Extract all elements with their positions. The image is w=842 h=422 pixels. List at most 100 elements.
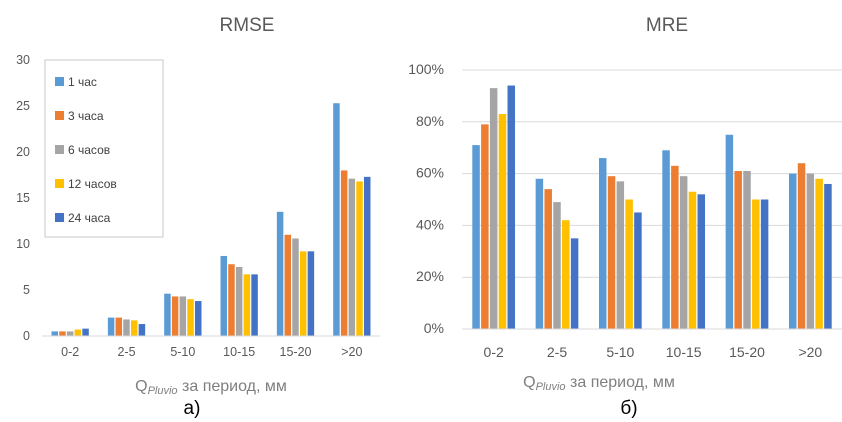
- bar-1-0: [51, 331, 59, 336]
- y-tick-label: 20: [16, 145, 30, 159]
- y-tick-label: 0%: [424, 320, 444, 336]
- x-axis-label: QPluvio за период, мм: [135, 378, 287, 397]
- bar-1-1: [535, 178, 544, 329]
- legend-swatch: [55, 77, 64, 86]
- bar-1-3: [220, 255, 228, 336]
- y-tick-label: 40%: [416, 216, 444, 232]
- y-tick-label: 60%: [416, 165, 444, 181]
- bar-4-1: [130, 320, 138, 336]
- panel-caption: а): [184, 398, 201, 419]
- bar-4-3: [243, 274, 251, 336]
- bar-1-5: [333, 103, 340, 337]
- x-tick-label: 15-20: [729, 344, 765, 360]
- bar-3-2: [616, 181, 625, 329]
- rmse-chart: RMSE 0 5 10 15 20 25 30 0-2 2-5 5-10 10-15 15-20 >2…: [16, 15, 380, 419]
- legend: 1 час 3 часа 6 часов 12 часов 24 часа: [44, 59, 164, 238]
- bar-3-4: [743, 171, 751, 329]
- bar-1-2: [164, 293, 171, 336]
- y-tick-label: 100%: [408, 61, 444, 77]
- x-tick-label: 5-10: [170, 345, 195, 359]
- mre-chart: MRE 0% 20% 40% 60% 80% 100% 0-2 2-5 5-10 10-15 15…: [408, 15, 842, 419]
- bar-3-3: [235, 267, 243, 336]
- bar-3-5: [806, 173, 815, 329]
- bar-4-4: [299, 251, 307, 336]
- bar-5-1: [138, 324, 146, 336]
- x-tick-label: 2-5: [117, 345, 135, 359]
- bar-5-5: [824, 183, 832, 329]
- legend-label: 3 часа: [68, 109, 104, 123]
- bar-1-0: [472, 145, 480, 329]
- chart-title: RMSE: [220, 15, 275, 36]
- y-tick-label: 20%: [416, 268, 444, 284]
- bar-5-5: [363, 176, 371, 336]
- bar-2-0: [481, 124, 489, 329]
- bar-2-1: [544, 189, 552, 329]
- bar-1-4: [725, 134, 734, 329]
- bar-4-0: [498, 114, 507, 329]
- bar-4-4: [752, 199, 760, 329]
- x-tick-label: 2-5: [547, 344, 567, 360]
- bar-2-0: [59, 331, 66, 336]
- bar-2-1: [115, 317, 123, 336]
- bar-5-4: [760, 199, 769, 329]
- legend-label: 12 часов: [68, 177, 117, 191]
- bar-2-5: [797, 163, 806, 329]
- legend-label: 24 часа: [68, 211, 111, 225]
- bar-5-3: [251, 274, 258, 336]
- bar-5-2: [634, 212, 642, 329]
- y-tick-label: 30: [16, 53, 30, 67]
- bar-4-5: [815, 178, 823, 329]
- bar-5-0: [507, 85, 516, 329]
- bar-3-0: [66, 331, 74, 336]
- bar-2-3: [228, 264, 235, 336]
- chart-title: MRE: [646, 15, 688, 36]
- bar-1-4: [276, 211, 284, 336]
- legend-swatch: [55, 145, 64, 154]
- bar-2-5: [340, 170, 348, 336]
- x-tick-label: 5-10: [606, 344, 634, 360]
- bar-5-0: [82, 328, 89, 336]
- bar-5-3: [697, 194, 706, 329]
- bar-4-2: [625, 199, 633, 329]
- x-tick-label: 0-2: [61, 345, 79, 359]
- bar-3-1: [123, 319, 130, 336]
- x-tick-label: 0-2: [484, 344, 504, 360]
- x-axis-label: QPluvio за период, мм: [523, 374, 675, 393]
- bar-3-4: [292, 238, 299, 336]
- x-tick-label: >20: [341, 345, 362, 359]
- bar-4-2: [187, 299, 194, 336]
- y-tick-label: 15: [16, 191, 30, 205]
- bar-1-1: [107, 317, 115, 336]
- legend-box: [44, 59, 164, 238]
- bar-3-0: [489, 88, 498, 329]
- x-tick-label: 15-20: [280, 345, 312, 359]
- y-tick-label: 0: [23, 329, 30, 343]
- bar-3-3: [679, 176, 688, 329]
- bar-3-5: [348, 178, 356, 336]
- legend-swatch: [55, 179, 64, 188]
- y-tick-label: 25: [16, 99, 30, 113]
- y-tick-label: 5: [23, 283, 30, 297]
- x-tick-label: >20: [798, 344, 822, 360]
- bar-2-4: [284, 234, 292, 336]
- bar-5-1: [570, 238, 579, 329]
- bar-2-4: [734, 171, 742, 329]
- bar-2-3: [671, 165, 679, 329]
- x-tick-label: 10-15: [223, 345, 255, 359]
- legend-label: 6 часов: [68, 143, 110, 157]
- bar-4-3: [688, 191, 697, 329]
- bar-4-0: [74, 329, 82, 336]
- y-tick-label: 80%: [416, 113, 444, 129]
- bar-1-2: [598, 158, 607, 329]
- bar-5-4: [307, 251, 315, 336]
- bar-2-2: [607, 176, 616, 329]
- bar-3-2: [179, 296, 187, 336]
- panel-caption: б): [620, 398, 637, 419]
- bar-1-3: [662, 150, 670, 329]
- legend-label: 1 час: [68, 75, 97, 89]
- bar-3-1: [553, 202, 561, 329]
- legend-swatch: [55, 213, 64, 222]
- bar-4-1: [562, 220, 570, 329]
- bar-1-5: [788, 173, 797, 329]
